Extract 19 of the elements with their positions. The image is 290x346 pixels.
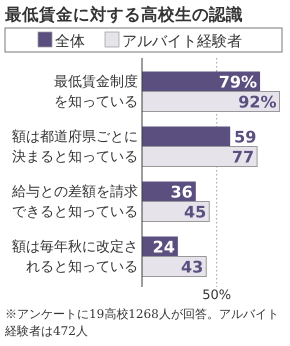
data-label: 24 [152, 238, 175, 256]
data-label: 92% [238, 92, 277, 112]
y-tick-label: 額は毎年秋に改定されると知っている [11, 238, 138, 276]
data-label: 77 [232, 148, 254, 166]
data-label: 36 [170, 182, 193, 202]
chart-title: 最低賃金に対する高校生の認識 [4, 5, 243, 24]
data-label: 45 [184, 202, 206, 222]
legend-label: 全体 [55, 32, 85, 50]
legend-label: アルバイト経験者 [122, 32, 242, 50]
text: ※アンケートに19高校1268人が回答。アルバイト経験者は472人 [5, 306, 280, 340]
data-label: 43 [181, 258, 204, 276]
bar [142, 126, 230, 146]
data-label: 59 [234, 128, 256, 146]
y-tick-label: 額は都道府県ごとに決まると知っている [11, 128, 138, 166]
y-tick-label: 最低賃金制度を知っている [53, 72, 138, 112]
ref-line-label: 50% [202, 288, 232, 303]
bar [142, 91, 280, 112]
y-tick-label: 給与との差額を請求できると知っている [11, 182, 138, 222]
data-label: 79% [218, 72, 258, 92]
